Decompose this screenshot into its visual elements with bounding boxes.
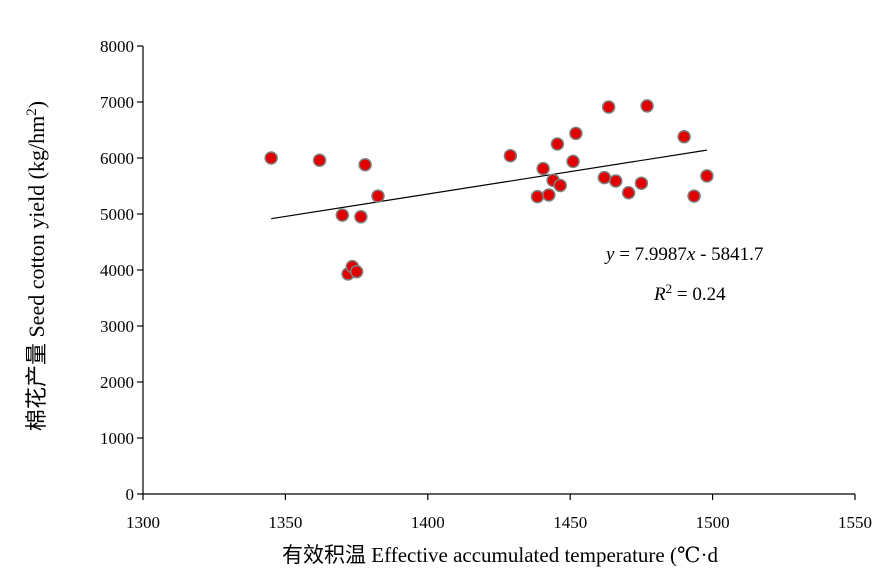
regression-equation: y = 7.9987x - 5841.7 [604, 244, 763, 265]
x-ticks: 1300 1350 1400 1450 1500 1550 [126, 494, 872, 532]
data-point [371, 189, 385, 203]
y-ticks: 0 1000 2000 3000 4000 5000 6000 7000 8000 [100, 37, 143, 504]
data-point [312, 153, 327, 167]
x-axis-label: 有效积温 Effective accumulated temperature (… [282, 543, 718, 567]
data-point [553, 178, 567, 193]
data-point [640, 99, 654, 113]
x-tick-label: 1300 [126, 513, 160, 532]
x-tick-label: 1350 [268, 513, 302, 532]
data-point [566, 154, 580, 169]
trend-line [271, 149, 707, 220]
x-tick-label: 1450 [553, 513, 587, 532]
y-tick-label: 2000 [100, 373, 134, 392]
data-point [264, 151, 278, 165]
x-tick-label: 1400 [411, 513, 445, 532]
data-point [609, 174, 623, 188]
y-tick-label: 7000 [100, 93, 134, 112]
x-tick-label: 1550 [838, 513, 872, 532]
data-point [354, 210, 368, 224]
axes [142, 46, 855, 495]
data-point [542, 188, 556, 202]
data-point [530, 189, 545, 204]
y-tick-label: 4000 [100, 261, 134, 280]
data-point [349, 264, 364, 279]
y-tick-label: 8000 [100, 37, 134, 56]
y-tick-label: 3000 [100, 317, 134, 336]
data-point [503, 149, 518, 163]
data-point [335, 208, 350, 222]
data-point [700, 169, 714, 183]
y-tick-label: 5000 [100, 205, 134, 224]
y-tick-label: 0 [126, 485, 135, 504]
data-point [634, 176, 649, 190]
data-point [677, 129, 691, 144]
r-squared-label: R2 = 0.24 [653, 281, 726, 305]
data-point [621, 185, 636, 200]
data-point [597, 170, 612, 185]
data-point [536, 161, 550, 176]
data-point [550, 137, 565, 151]
data-point [601, 100, 616, 114]
data-points [264, 99, 714, 281]
data-point [358, 157, 372, 172]
y-tick-label: 6000 [100, 149, 134, 168]
y-tick-label: 1000 [100, 429, 134, 448]
y-axis-label: 棉花产量 Seed cotton yield (kg/hm2) [24, 101, 49, 431]
data-point [687, 189, 701, 203]
x-tick-label: 1500 [696, 513, 730, 532]
data-point [569, 126, 583, 141]
